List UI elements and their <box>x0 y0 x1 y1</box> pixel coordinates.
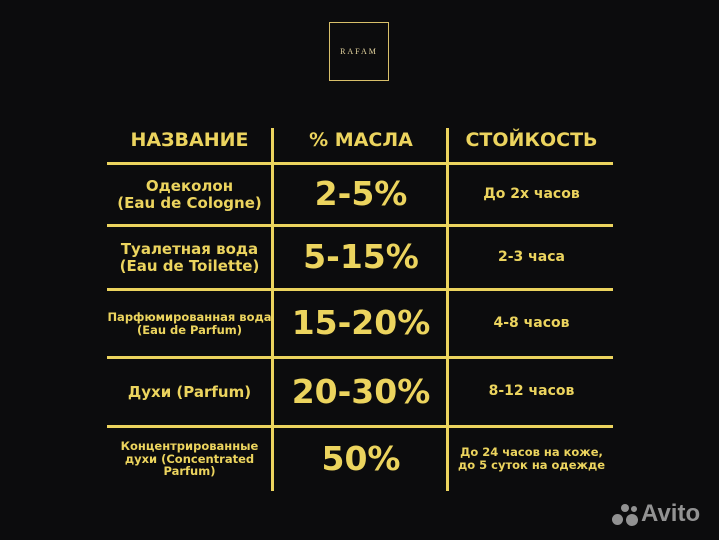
row-name: Концентрированные духи (Concentrated Par… <box>120 439 259 479</box>
row-duration: 4-8 часов <box>493 314 570 331</box>
row-divider <box>107 356 613 359</box>
row-name: Парфюмированная вода (Eau de Parfum) <box>107 309 272 337</box>
row-divider <box>107 224 613 227</box>
row-oil-percent: 5-15% <box>303 237 419 277</box>
row-oil-percent: 2-5% <box>314 174 408 214</box>
row-name: Туалетная вода (Eau de Toilette) <box>119 240 260 275</box>
row-divider <box>107 425 613 428</box>
column-divider <box>446 128 449 491</box>
row-oil-percent: 15-20% <box>291 303 431 343</box>
row-duration: 2-3 часа <box>498 248 565 265</box>
row-duration: 8-12 часов <box>488 383 575 400</box>
row-oil-percent: 20-30% <box>291 371 431 411</box>
rafam-logo: RAFAM <box>329 22 389 81</box>
avito-logo-icon <box>612 502 638 526</box>
row-duration: До 2х часов <box>483 185 580 202</box>
row-duration: До 24 часов на коже, до 5 суток на одежд… <box>457 445 606 472</box>
avito-watermark: Avito <box>612 500 700 528</box>
row-name: Духи (Parfum) <box>127 382 252 401</box>
row-name: Одеколон (Eau de Cologne) <box>117 177 262 212</box>
row-divider <box>107 288 613 291</box>
row-oil-percent: 50% <box>321 438 401 478</box>
header-name: НАЗВАНИЕ <box>130 128 249 151</box>
header-oil: % МАСЛА <box>309 128 413 151</box>
column-divider <box>271 128 274 491</box>
header-divider <box>107 162 613 165</box>
header-duration: СТОЙКОСТЬ <box>465 128 598 151</box>
